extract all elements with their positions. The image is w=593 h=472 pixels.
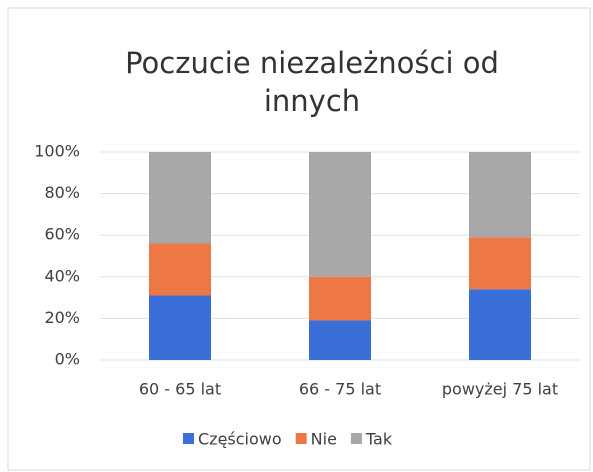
- bar-segment: [149, 152, 211, 244]
- bar-segment: [309, 320, 371, 360]
- y-tick-label: 80%: [44, 183, 80, 202]
- legend-swatch: [183, 433, 194, 444]
- legend-swatch: [350, 433, 362, 444]
- legend-label: Tak: [365, 430, 393, 449]
- y-tick-label: 40%: [44, 266, 80, 285]
- y-tick-label: 0%: [55, 350, 80, 369]
- y-tick-label: 100%: [34, 142, 80, 161]
- bar-segment: [149, 243, 211, 296]
- bar-segment: [149, 295, 211, 360]
- legend-swatch: [295, 433, 307, 444]
- bar-segment: [469, 152, 531, 238]
- x-tick-label: 60 - 65 lat: [139, 380, 221, 399]
- bar-segment: [309, 276, 371, 321]
- bar-segment: [469, 237, 531, 290]
- chart-title: Poczucie niezależności od innych: [125, 46, 499, 118]
- legend-label: Częściowo: [198, 430, 282, 449]
- y-tick-label: 20%: [44, 308, 80, 327]
- y-tick-label: 60%: [44, 225, 80, 244]
- x-tick-label: 66 - 75 lat: [299, 380, 381, 399]
- legend-label: Nie: [311, 430, 337, 449]
- bar-segment: [469, 289, 531, 360]
- bar-segment: [309, 152, 371, 277]
- x-tick-label: powyżej 75 lat: [442, 380, 558, 399]
